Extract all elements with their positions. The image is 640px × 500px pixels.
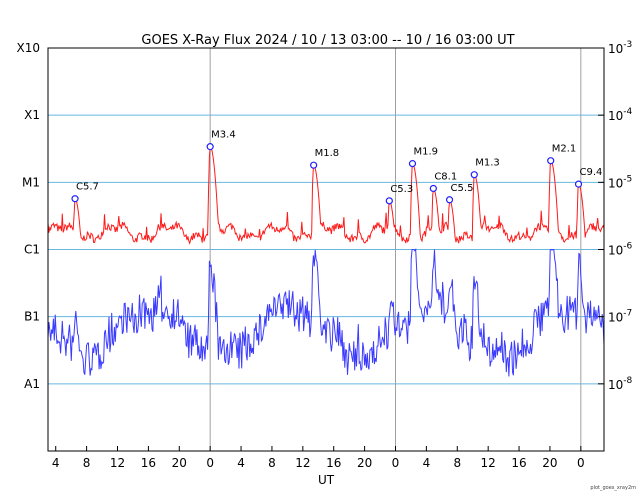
axis-layer: X10 X1 M1 C1 B1 A1 10-3 10-4 10-5 10-6 10-7 10-8 4 8 1… [17,40,633,470]
x-tick-label: 8 [83,456,91,470]
x-tick-label: 16 [326,456,341,470]
flare-peak-marker [547,157,555,165]
x-axis-label: UT [318,473,335,487]
x-tick-label: 12 [110,456,125,470]
x-tick-label: 20 [172,456,187,470]
flare-class-label: M1.9 [413,147,438,158]
y-power-label: 10-8 [608,376,633,392]
flare-peak-marker [470,171,478,179]
y-class-label: C1 [24,243,40,257]
flare-class-label: C5.5 [451,183,474,194]
short-wavelength-flux-line [47,248,605,377]
x-tick-label: 0 [577,456,585,470]
x-tick-label: 0 [206,456,214,470]
x-tick-label: 20 [357,456,372,470]
flare-peak-marker [445,196,454,204]
flare-peak-marker [408,160,417,168]
flare-class-label: C5.7 [76,182,99,193]
y-power-label: 10-6 [608,242,633,258]
flare-class-label: M3.4 [211,130,236,141]
flare-class-label: M1.3 [475,158,500,169]
x-tick-label: 16 [141,456,156,470]
x-tick-label: 4 [52,456,60,470]
y-class-label: A1 [24,377,40,391]
x-tick-label: 12 [481,456,496,470]
x-tick-label: 4 [423,456,431,470]
x-tick-label: 20 [542,456,557,470]
chart-title: GOES X-Ray Flux 2024 / 10 / 13 03:00 -- … [141,33,514,48]
y-class-label: X10 [17,41,41,55]
y-class-label: M1 [22,175,40,189]
x-tick-label: 4 [237,456,245,470]
flare-peak-marker [429,184,437,193]
y-power-label: 10-5 [608,174,632,190]
y-class-label: X1 [24,108,40,122]
y-class-label: B1 [24,310,40,324]
y-power-label: 10-3 [608,40,632,56]
flare-class-label: C8.1 [434,171,457,182]
flare-peak-marker [71,195,79,203]
credit-text: plot_goes_xray2m [590,485,636,491]
grid-layer [48,48,604,451]
flare-class-label: C5.3 [390,184,413,195]
flare-class-label: C9.4 [580,167,603,178]
x-tick-label: 8 [453,456,461,470]
flare-class-label: M1.8 [315,148,340,159]
flare-layer: C5.7 M3.4 M1.8 C5.3 M1.9 C8.1C5.5 M1.3 M2.1 C9.4 [71,130,603,205]
x-tick-label: 0 [392,456,400,470]
flare-peak-marker [206,143,214,151]
long-wavelength-flux-line [47,145,605,245]
flare-peak-marker [574,180,583,188]
x-tick-label: 8 [268,456,276,470]
y-power-label: 10-7 [608,309,632,325]
x-tick-label: 16 [511,456,526,470]
flare-peak-marker [310,161,318,169]
x-tick-label: 12 [295,456,310,470]
flare-peak-marker [385,197,393,205]
y-power-label: 10-4 [608,107,633,123]
series-layer [47,145,605,377]
flare-class-label: M2.1 [552,144,577,155]
